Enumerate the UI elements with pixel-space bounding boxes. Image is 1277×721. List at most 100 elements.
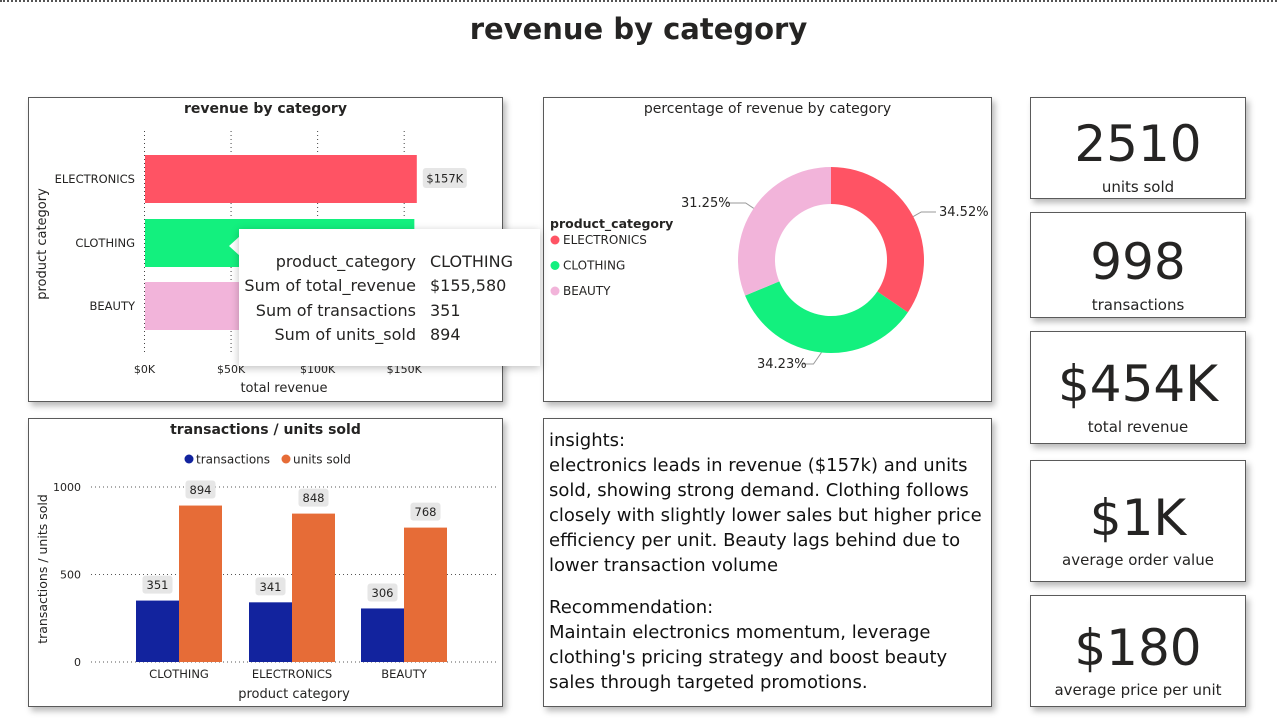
bar-electronics[interactable] — [145, 155, 417, 203]
columns-xlabel: product category — [238, 687, 350, 702]
legend-item[interactable]: transactions — [196, 453, 270, 467]
revenue-bar-xlabel: total revenue — [240, 381, 327, 396]
data-label-bg — [422, 168, 467, 188]
tooltip-value: CLOTHING — [430, 252, 513, 271]
legend-marker — [550, 286, 560, 296]
tooltip-label: Sum of units_sold — [274, 325, 416, 344]
leader-line — [912, 211, 936, 217]
leader-line — [802, 352, 822, 365]
donut-slice-clothing[interactable] — [745, 281, 908, 353]
donut-chart[interactable]: 34.52% 34.23% 31.25% product_category ELEC… — [544, 98, 991, 401]
data-label: 341 — [260, 580, 282, 594]
column-transactions-clothing[interactable] — [136, 600, 179, 662]
y-tick-label: 1000 — [53, 481, 81, 494]
kpi-transactions[interactable]: 998 transactions — [1030, 212, 1246, 318]
tooltip-label: product_category — [275, 252, 416, 271]
tooltip-row: Sum of total_revenue $155,580 — [239, 276, 540, 298]
donut-legend-title: product_category — [550, 216, 673, 232]
kpi-units-sold-value: 2510 — [1074, 115, 1202, 173]
legend-item[interactable]: units sold — [293, 453, 351, 467]
column-transactions-electronics[interactable] — [249, 602, 292, 662]
revenue-tooltip: product_category CLOTHING Sum of total_r… — [239, 229, 540, 366]
data-label: 894 — [190, 483, 212, 497]
legend-marker — [281, 454, 291, 464]
tooltip-value: 894 — [430, 325, 461, 344]
donut-percent-label: 31.25% — [681, 196, 731, 211]
data-label: 306 — [372, 586, 394, 600]
tooltip-pointer — [229, 236, 240, 256]
insights-heading: insights: — [549, 430, 626, 451]
donut-percent-label: 34.23% — [757, 357, 807, 372]
column-units-sold-electronics[interactable] — [292, 513, 335, 662]
tooltip-row: product_category CLOTHING — [239, 252, 540, 274]
donut-percent-label: 34.52% — [939, 205, 989, 220]
x-tick-label: $150K — [387, 363, 423, 376]
column-units-sold-beauty[interactable] — [404, 527, 447, 662]
columns-card[interactable]: transactions / units sold transactions un… — [28, 418, 503, 707]
kpi-transactions-label: transactions — [1091, 296, 1185, 314]
kpi-average-order-value[interactable]: $1K average order value — [1030, 460, 1246, 582]
data-label-bg — [410, 502, 441, 521]
revenue-bar-ylabel: product category — [35, 188, 50, 300]
insights-text: insights: electronics leads in revenue (… — [549, 428, 989, 695]
kpi-transactions-value: 998 — [1090, 233, 1186, 291]
donut-card[interactable]: percentage of revenue by category 34.52%… — [543, 97, 992, 402]
donut-slice-electronics[interactable] — [831, 167, 924, 313]
kpi-price-unit-value: $180 — [1074, 619, 1202, 677]
page-title: revenue by category — [469, 12, 808, 46]
category-label: CLOTHING — [149, 667, 209, 681]
tooltip-value: 351 — [430, 301, 461, 320]
insights-card: insights: electronics leads in revenue (… — [543, 418, 992, 707]
category-label: ELECTRONICS — [252, 667, 332, 681]
tooltip-row: Sum of transactions 351 — [239, 301, 540, 323]
kpi-units-sold-label: units sold — [1101, 178, 1175, 196]
donut-title: percentage of revenue by category — [643, 101, 892, 117]
data-label-bg — [367, 583, 398, 602]
revenue-bar-title: revenue by category — [184, 101, 347, 117]
x-tick-label: $0K — [134, 363, 156, 376]
kpi-average-price-per-unit[interactable]: $180 average price per unit — [1030, 595, 1246, 707]
columns-ylabel: transactions / units sold — [35, 494, 50, 644]
column-transactions-beauty[interactable] — [361, 608, 404, 662]
kpi-total-revenue[interactable]: $454K total revenue — [1030, 331, 1246, 444]
data-label-bg — [255, 577, 286, 596]
data-label-bg — [142, 575, 173, 594]
data-label: 848 — [303, 491, 325, 505]
donut-slice-beauty[interactable] — [738, 167, 831, 296]
x-tick-label: $50K — [217, 363, 246, 376]
tooltip-row: Sum of units_sold 894 — [239, 325, 540, 347]
data-label-bg — [185, 480, 216, 499]
legend-marker — [184, 454, 194, 464]
columns-chart[interactable]: transactions units sold 0 500 1000 351 894 34… — [29, 419, 502, 706]
data-label: 768 — [415, 505, 437, 519]
recommendation-body: Maintain electronics momentum, leverage … — [549, 622, 948, 693]
tooltip-value: $155,580 — [430, 276, 507, 295]
kpi-total-revenue-label: total revenue — [1087, 418, 1189, 436]
legend-item-beauty[interactable]: BEAUTY — [563, 284, 611, 298]
column-units-sold-clothing[interactable] — [179, 505, 222, 662]
category-label: BEAUTY — [381, 667, 427, 681]
insights-body: electronics leads in revenue ($157k) and… — [549, 455, 982, 576]
category-label: BEAUTY — [90, 299, 136, 313]
category-label: CLOTHING — [75, 236, 135, 250]
tooltip-label: Sum of transactions — [255, 301, 416, 320]
y-tick-label: 500 — [60, 569, 81, 582]
kpi-price-unit-label: average price per unit — [1054, 681, 1222, 699]
top-border — [0, 0, 1277, 2]
legend-marker — [550, 235, 560, 245]
kpi-aov-label: average order value — [1062, 551, 1214, 569]
columns-title: transactions / units sold — [170, 422, 361, 438]
category-label: ELECTRONICS — [55, 172, 135, 186]
legend-item-clothing[interactable]: CLOTHING — [563, 259, 625, 273]
legend-marker — [550, 261, 560, 270]
x-tick-label: $100K — [300, 363, 336, 376]
y-tick-label: 0 — [74, 656, 81, 669]
data-label: 351 — [147, 578, 169, 592]
data-label-bg — [298, 488, 329, 507]
tooltip-label: Sum of total_revenue — [244, 276, 416, 295]
legend-item-electronics[interactable]: ELECTRONICS — [563, 233, 647, 247]
kpi-units-sold[interactable]: 2510 units sold — [1030, 97, 1246, 199]
leader-line — [726, 202, 754, 209]
kpi-aov-value: $1K — [1089, 489, 1187, 547]
recommendation-heading: Recommendation: — [549, 597, 714, 618]
